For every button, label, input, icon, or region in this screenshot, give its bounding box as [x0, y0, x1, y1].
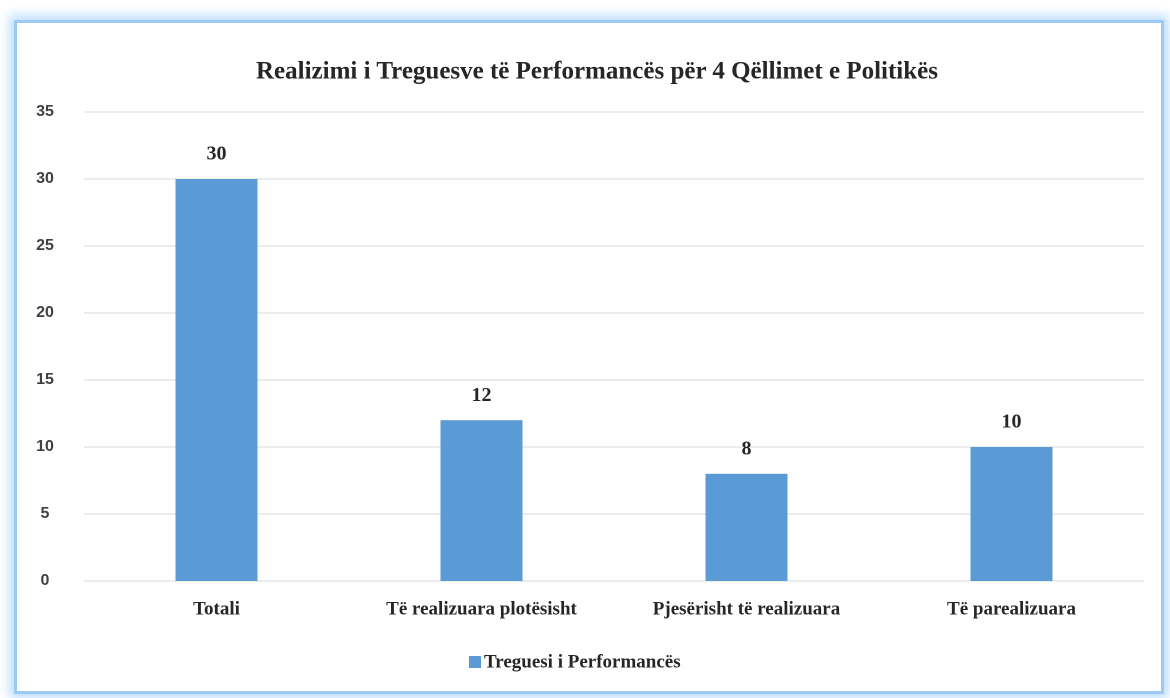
- data-label: 12: [472, 384, 492, 406]
- y-tick-label: 15: [36, 371, 54, 388]
- legend-label: Treguesi i Performancës: [484, 651, 681, 672]
- y-tick-label: 5: [41, 505, 50, 522]
- data-label: 30: [207, 143, 227, 165]
- x-tick-label: Totali: [193, 598, 240, 619]
- y-tick-label: 25: [36, 237, 54, 254]
- bar: [970, 447, 1053, 581]
- x-tick-label: Të parealizuara: [947, 598, 1076, 619]
- bar: [705, 473, 788, 581]
- data-label: 8: [742, 437, 752, 459]
- y-tick-label: 10: [36, 438, 54, 455]
- x-tick-label: Të realizuara plotësisht: [386, 598, 577, 619]
- y-tick-label: 35: [36, 103, 54, 120]
- data-label: 10: [1002, 411, 1022, 433]
- x-tick-label: Pjesërisht të realizuara: [653, 598, 841, 619]
- y-tick-label: 30: [36, 170, 54, 187]
- bar: [175, 179, 258, 581]
- y-tick-label: 0: [41, 572, 50, 589]
- legend-swatch: [469, 656, 481, 668]
- y-tick-label: 20: [36, 304, 54, 321]
- chart-title: Realizimi i Treguesve të Performancës pë…: [256, 58, 938, 85]
- bar: [440, 420, 523, 581]
